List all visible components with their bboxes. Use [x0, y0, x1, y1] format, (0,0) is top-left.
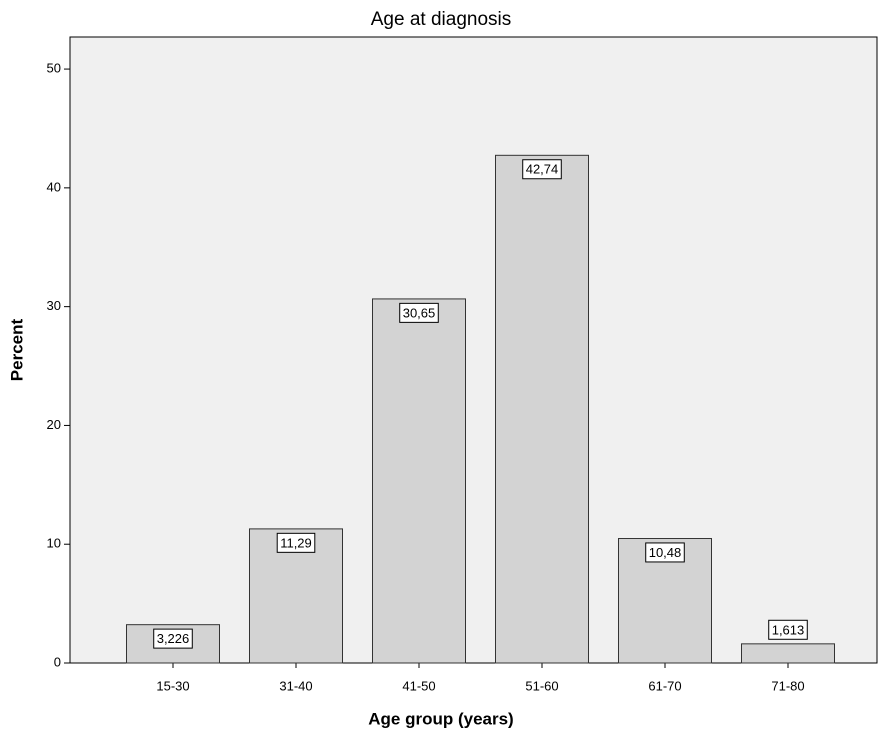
value-label: 3,226	[157, 631, 190, 646]
value-label: 10,48	[649, 545, 682, 560]
x-tick-label: 51-60	[525, 678, 558, 693]
bar	[741, 643, 835, 664]
x-tick-label: 41-50	[402, 678, 435, 693]
chart-title: Age at diagnosis	[371, 9, 512, 30]
value-label-box	[645, 542, 685, 563]
x-tick-label: 15-30	[156, 678, 189, 693]
value-label-box	[399, 302, 439, 323]
value-label-box	[522, 159, 562, 180]
x-tick-label: 71-80	[771, 678, 804, 693]
value-label: 11,29	[280, 535, 312, 550]
x-tick-label: 61-70	[648, 678, 681, 693]
value-label-box	[276, 532, 316, 553]
y-tick-label: 10	[47, 536, 61, 551]
bar	[372, 298, 466, 664]
y-tick-label: 0	[54, 654, 61, 669]
y-tick-label: 30	[47, 298, 61, 313]
plot-area	[69, 36, 878, 664]
value-label-box	[768, 619, 808, 640]
value-label: 1,613	[772, 622, 805, 637]
x-axis-title: Age group (years)	[368, 709, 513, 728]
y-tick-label: 40	[47, 179, 61, 194]
value-label: 30,65	[403, 305, 436, 320]
value-label-box	[153, 628, 193, 649]
x-tick-label: 31-40	[279, 678, 312, 693]
value-label: 42,74	[526, 162, 559, 177]
bar	[495, 154, 589, 664]
y-axis-title: Percent	[7, 318, 26, 381]
y-tick-label: 50	[47, 61, 61, 76]
y-tick-label: 20	[47, 417, 61, 432]
